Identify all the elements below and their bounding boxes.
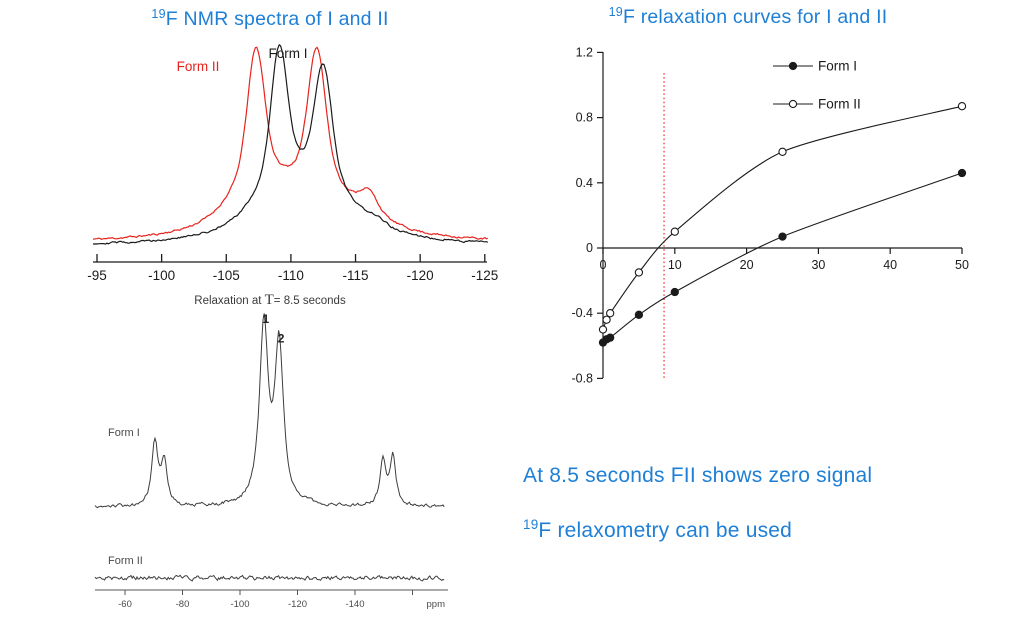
relax-x-tick-label: 50 bbox=[955, 258, 969, 272]
peak-annotation-1: 1 bbox=[263, 312, 270, 326]
caption-suffix: = 8.5 seconds bbox=[273, 295, 346, 307]
caption-prefix: Relaxation at bbox=[194, 295, 265, 307]
overlay-x-tick-label: -115 bbox=[343, 268, 369, 283]
relax-x-tick-label: 30 bbox=[811, 258, 825, 272]
stacked-x-tick-label: -80 bbox=[176, 599, 190, 610]
overlay-x-tick-label: -120 bbox=[407, 268, 434, 283]
relax-y-tick-label: 0.8 bbox=[576, 111, 593, 125]
note-zero-signal: At 8.5 seconds FII shows zero signal bbox=[523, 464, 873, 487]
relax-x-tick-label: 10 bbox=[668, 258, 682, 272]
form-i-marker bbox=[606, 333, 615, 342]
right-panel-title: 19F relaxation curves for I and II bbox=[548, 5, 948, 29]
stacked-form-ii-trace bbox=[94, 574, 445, 582]
left-panel-title: 19F NMR spectra of I and II bbox=[0, 7, 540, 31]
form-i-marker bbox=[957, 168, 967, 178]
relax-x-tick-label: 40 bbox=[883, 258, 897, 272]
form-i-marker bbox=[670, 287, 679, 297]
stacked-form-i-label: Form I bbox=[108, 427, 140, 439]
note2-superscript: 19 bbox=[523, 517, 539, 532]
relaxation-curves-chart: -0.8 -0.4 0 0.4 0.8 1.2 0 10 20 30 40 50 Form I Form … bbox=[571, 45, 969, 385]
relax-x-tick-label: 20 bbox=[740, 258, 754, 272]
nmr-overlay-chart: -95 -100 -105 -110 -115 -120 -125 Form II Form I bbox=[87, 43, 498, 283]
overlay-x-tick-label: -125 bbox=[471, 268, 498, 283]
legend-marker-form-ii bbox=[788, 99, 798, 109]
relax-x-tick-label: 0 bbox=[600, 258, 607, 272]
stacked-x-tick-label: -60 bbox=[118, 599, 132, 610]
left-title-text: F NMR spectra of I and II bbox=[165, 8, 389, 30]
form-i-trace bbox=[92, 43, 489, 245]
form-i-curve bbox=[602, 172, 963, 343]
form-i-marker bbox=[778, 232, 787, 241]
relax-y-tick-label: -0.8 bbox=[571, 371, 593, 385]
right-title-text: F relaxation curves for I and II bbox=[622, 6, 888, 28]
form-ii-label: Form II bbox=[177, 59, 220, 74]
left-title-superscript: 19 bbox=[151, 7, 166, 21]
form-ii-marker bbox=[957, 102, 967, 111]
overlay-x-tick-label: -110 bbox=[278, 268, 304, 283]
stacked-x-tick-label: -100 bbox=[230, 599, 249, 610]
form-ii-marker bbox=[634, 268, 644, 277]
form-ii-curve bbox=[602, 105, 963, 330]
ppm-unit-label: ppm bbox=[427, 599, 446, 610]
form-ii-marker bbox=[606, 309, 615, 318]
relax-y-tick-label: 1.2 bbox=[576, 45, 593, 59]
peak-annotation-2: 2 bbox=[278, 331, 285, 345]
form-ii-marker bbox=[670, 227, 679, 236]
relax-y-tick-label: 0.4 bbox=[576, 176, 593, 190]
form-i-label: Form I bbox=[269, 46, 308, 61]
note2-text: F relaxometry can be used bbox=[538, 519, 793, 542]
stacked-x-tick-label: -120 bbox=[288, 599, 307, 610]
relax-y-tick-label: 0 bbox=[586, 241, 593, 255]
form-ii-marker bbox=[778, 147, 787, 156]
nmr-stacked-chart: Form I 12 Form II -60 -80 -100 -120 -140 ppm bbox=[94, 312, 448, 610]
note-relaxometry: 19F relaxometry can be used bbox=[523, 517, 792, 543]
stacked-form-ii-label: Form II bbox=[108, 555, 143, 567]
overlay-x-tick-label: -105 bbox=[213, 268, 240, 283]
overlay-x-tick-label: -100 bbox=[148, 268, 175, 283]
stacked-x-tick-label: -140 bbox=[345, 599, 364, 610]
stacked-form-i-trace bbox=[94, 313, 445, 509]
form-ii-trace bbox=[92, 46, 489, 240]
relaxation-caption: Relaxation at T= 8.5 seconds bbox=[150, 292, 390, 309]
right-title-superscript: 19 bbox=[608, 5, 623, 19]
overlay-x-tick-label: -95 bbox=[87, 268, 107, 283]
form-i-marker bbox=[634, 310, 644, 319]
relax-y-tick-label: -0.4 bbox=[571, 306, 593, 320]
legend-label-form-i: Form I bbox=[818, 59, 857, 74]
legend-label-form-ii: Form II bbox=[818, 97, 861, 112]
form-ii-marker bbox=[598, 325, 608, 334]
form-ii-marker bbox=[602, 315, 611, 324]
legend-marker-form-i bbox=[788, 61, 798, 71]
caption-t-symbol: T bbox=[264, 292, 274, 308]
